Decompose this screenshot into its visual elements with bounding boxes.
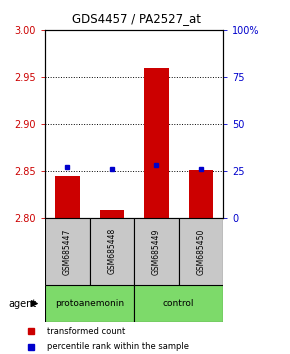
Text: GDS4457 / PA2527_at: GDS4457 / PA2527_at: [72, 12, 201, 25]
Bar: [189, 170, 213, 218]
Bar: [134, 285, 223, 322]
Bar: [144, 68, 169, 218]
Text: agent: agent: [9, 298, 37, 309]
Bar: [55, 176, 79, 218]
Bar: [179, 218, 223, 285]
Text: percentile rank within the sample: percentile rank within the sample: [46, 342, 188, 352]
Bar: [134, 218, 179, 285]
Text: protoanemonin: protoanemonin: [55, 299, 124, 308]
Text: GSM685449: GSM685449: [152, 228, 161, 275]
Bar: [99, 210, 124, 218]
Bar: [90, 218, 134, 285]
Text: GSM685450: GSM685450: [197, 228, 206, 275]
Text: control: control: [163, 299, 195, 308]
Bar: [45, 285, 134, 322]
Text: GSM685447: GSM685447: [63, 228, 72, 275]
Bar: [45, 218, 90, 285]
Text: transformed count: transformed count: [46, 326, 125, 336]
Text: GSM685448: GSM685448: [107, 228, 116, 274]
